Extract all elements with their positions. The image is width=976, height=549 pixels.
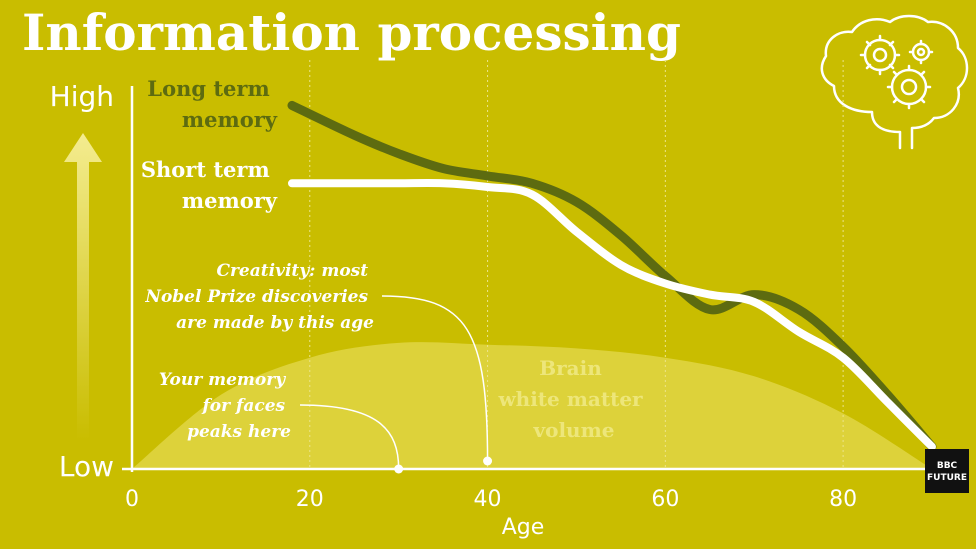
x-tick-80: 80 xyxy=(829,487,857,512)
creativity-line-2: Nobel Prize discoveries xyxy=(144,287,368,307)
x-tick-20: 20 xyxy=(296,487,324,512)
short-term-memory-label: Short term memory xyxy=(141,157,278,213)
creativity-leader-line xyxy=(381,295,489,462)
logo-line-1: BBC xyxy=(937,461,958,471)
creativity-line-1: Creativity: most xyxy=(216,261,368,281)
faces-marker xyxy=(394,464,404,474)
x-tick-60: 60 xyxy=(651,487,679,512)
long-term-label-line-2: memory xyxy=(182,107,278,132)
faces-line-2: for faces xyxy=(201,396,285,416)
creativity-annotation: Creativity: most Nobel Prize discoveries… xyxy=(144,261,374,333)
long-term-label-line-1: Long term xyxy=(147,76,269,101)
white-matter-label: Brain white matter volume xyxy=(497,356,649,442)
long-term-memory-label: Long term memory xyxy=(147,76,277,132)
short-term-label-line-2: memory xyxy=(182,188,278,213)
x-tick-40: 40 xyxy=(474,487,502,512)
brain-gears-icon xyxy=(820,14,969,150)
creativity-marker xyxy=(483,456,493,466)
short-term-memory-line xyxy=(288,179,936,451)
y-high-label: High xyxy=(50,80,114,113)
logo-line-2: FUTURE xyxy=(927,473,967,483)
long-term-memory-line xyxy=(287,100,937,452)
x-tick-0: 0 xyxy=(125,487,139,512)
up-arrow-icon xyxy=(64,133,102,440)
white-matter-label-line-1: Brain xyxy=(539,356,602,380)
white-matter-label-line-3: volume xyxy=(533,418,615,442)
x-axis-label: Age xyxy=(502,515,545,540)
y-low-label: Low xyxy=(59,450,114,483)
faces-line-1: Your memory xyxy=(159,370,286,390)
short-term-label-line-1: Short term xyxy=(141,157,270,182)
faces-leader-line xyxy=(299,404,400,470)
faces-annotation: Your memory for faces peaks here xyxy=(159,370,291,442)
white-matter-area xyxy=(132,342,932,469)
bbc-future-logo: BBC FUTURE xyxy=(925,449,969,493)
creativity-line-3: are made by this age xyxy=(176,313,374,333)
gridlines xyxy=(309,60,844,469)
white-matter-label-line-2: white matter xyxy=(497,387,643,411)
x-ticks: 0 20 40 60 80 xyxy=(125,487,857,512)
page-title: Information processing xyxy=(22,3,681,62)
faces-line-3: peaks here xyxy=(187,422,291,442)
